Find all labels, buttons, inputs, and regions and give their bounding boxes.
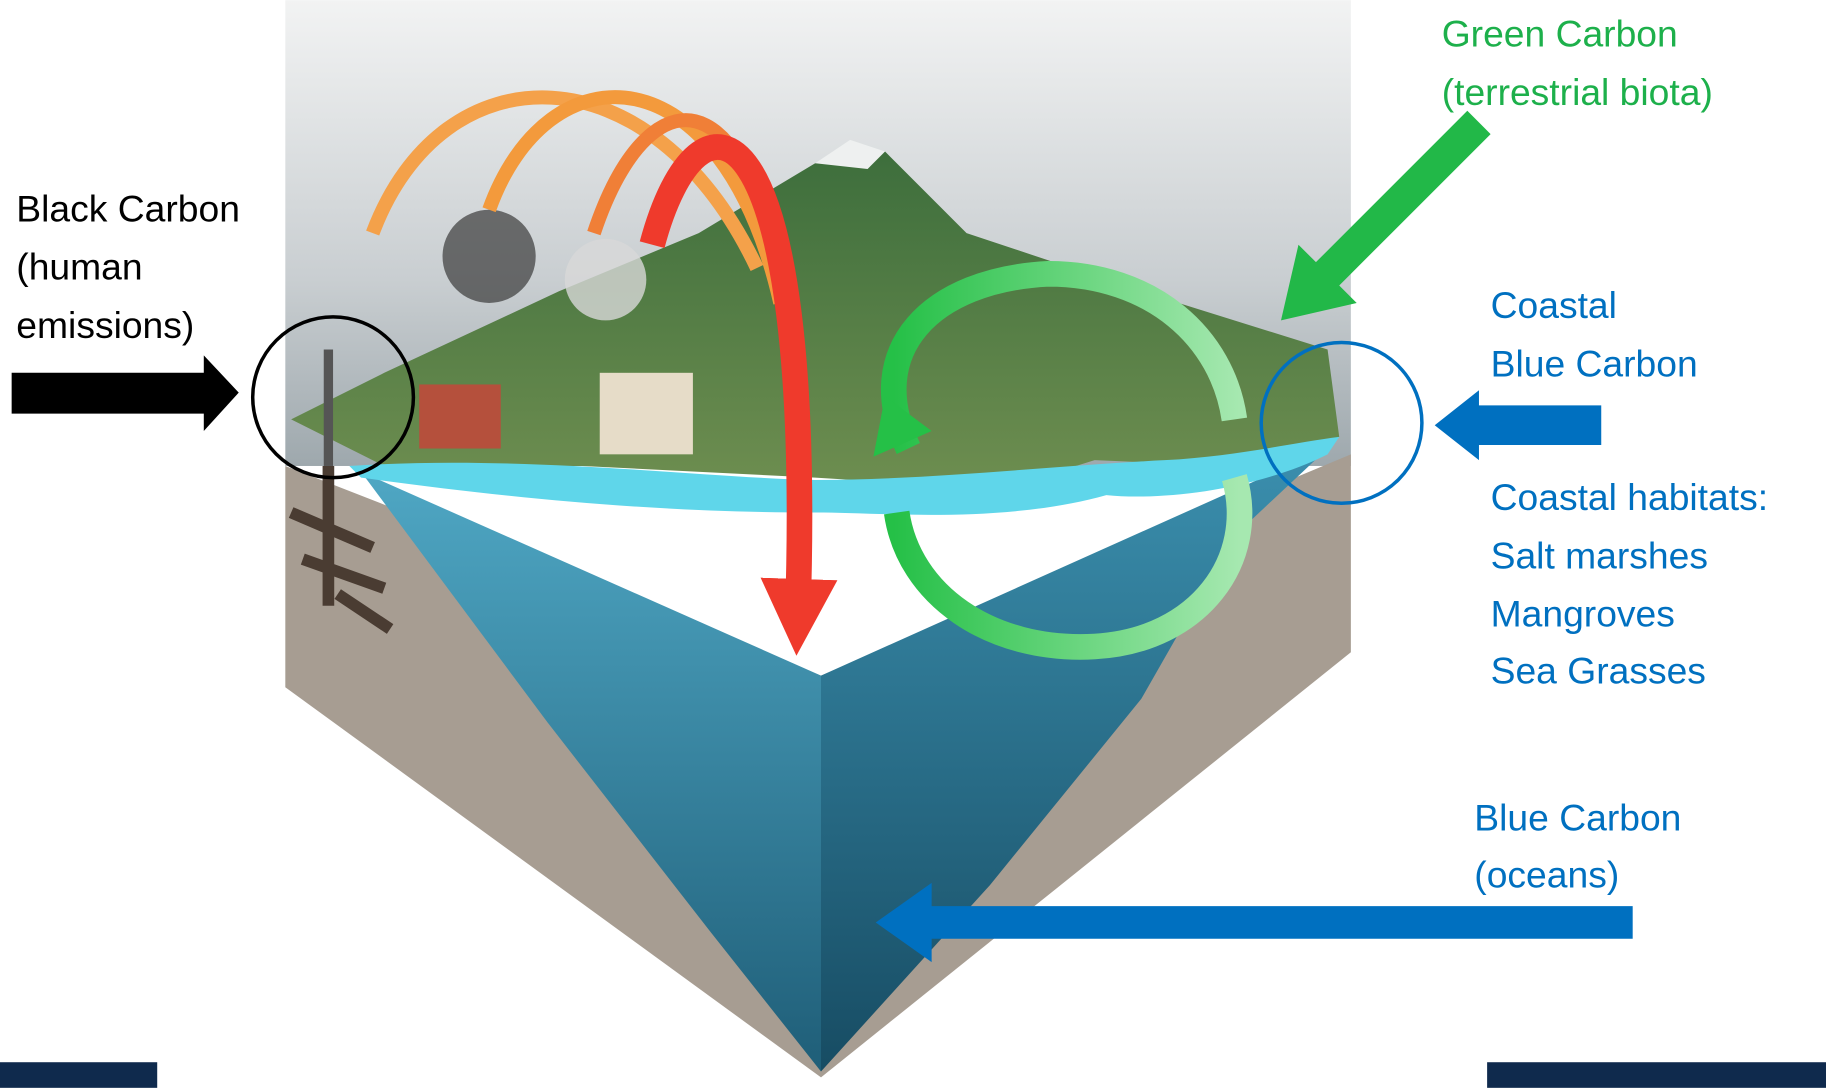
flare-stack [323, 349, 334, 466]
corner-bar [0, 1062, 158, 1088]
black-circle [250, 315, 416, 480]
label: Blue Carbon [1474, 796, 1681, 838]
corner-bar [1487, 1062, 1826, 1088]
power-plant [599, 372, 693, 455]
snow-cap [815, 139, 886, 170]
label: Mangroves [1491, 593, 1675, 635]
ocean-left-face [361, 471, 822, 1072]
well [288, 465, 394, 634]
arc [482, 90, 788, 305]
arc [366, 90, 764, 271]
label: (human [16, 246, 142, 288]
illustration [285, 0, 1351, 1078]
green-cycle [880, 261, 1253, 660]
earth-left-face [285, 465, 822, 1078]
label: Green Carbon [1442, 13, 1678, 55]
label: Coastal [1491, 284, 1617, 326]
smoke [442, 209, 536, 303]
label: Black Carbon [16, 187, 240, 229]
ocean-arrow [875, 882, 1633, 963]
blue-circle [1259, 340, 1424, 505]
green-cycle-head [873, 396, 932, 457]
smoke [564, 238, 647, 321]
label: Blue Carbon [1491, 342, 1698, 384]
label: (terrestrial biota) [1442, 71, 1713, 113]
label: Sea Grasses [1491, 650, 1706, 692]
black-arrow [11, 355, 239, 432]
label: (oceans) [1474, 854, 1619, 896]
label: Salt marshes [1491, 534, 1708, 576]
green-arrow [1280, 110, 1491, 321]
label: emissions) [16, 304, 194, 346]
labels: Black Carbon (human emissions) Green Car… [16, 13, 1768, 896]
coastal-arrow [1434, 390, 1602, 461]
arc [639, 134, 838, 656]
land [291, 151, 1340, 490]
label: Coastal habitats: [1491, 476, 1768, 518]
factory [419, 384, 501, 449]
coastal-water [349, 436, 1340, 515]
emission-arcs [366, 90, 838, 656]
